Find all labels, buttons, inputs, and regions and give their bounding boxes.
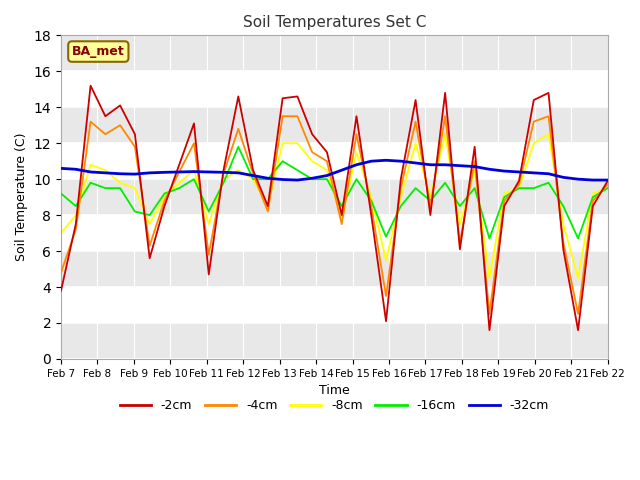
Bar <box>61 215 607 251</box>
Title: Soil Temperatures Set C: Soil Temperatures Set C <box>243 15 426 30</box>
Bar <box>61 179 607 215</box>
X-axis label: Time: Time <box>319 384 349 397</box>
Bar <box>61 143 607 179</box>
Y-axis label: Soil Temperature (C): Soil Temperature (C) <box>15 133 28 262</box>
Legend: -2cm, -4cm, -8cm, -16cm, -32cm: -2cm, -4cm, -8cm, -16cm, -32cm <box>115 395 554 418</box>
Bar <box>61 323 607 359</box>
Bar <box>61 107 607 143</box>
Bar <box>61 251 607 287</box>
Bar <box>61 36 607 72</box>
Bar <box>61 287 607 323</box>
Bar <box>61 72 607 107</box>
Text: BA_met: BA_met <box>72 45 125 58</box>
